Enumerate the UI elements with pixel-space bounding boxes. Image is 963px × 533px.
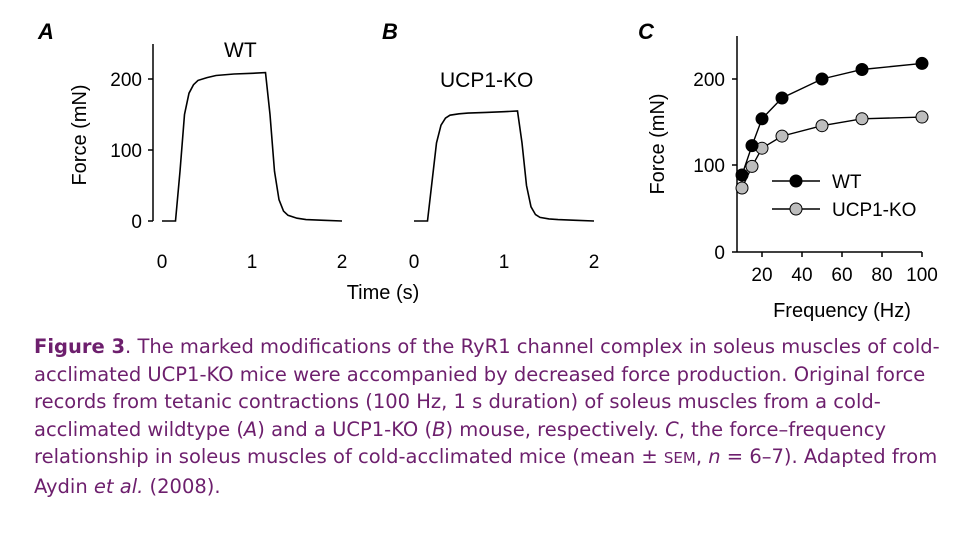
panel-letter-a: A bbox=[37, 19, 54, 44]
caption-label: Figure 3 bbox=[34, 335, 126, 358]
caption-sem: SEM bbox=[663, 449, 696, 467]
legend-wt-marker bbox=[789, 174, 803, 188]
series-wt-point bbox=[775, 91, 789, 105]
panel-a-ytick-0: 0 bbox=[131, 212, 142, 233]
panel-a-trace bbox=[162, 71, 343, 222]
panel-c-xlabel: Frequency (Hz) bbox=[773, 300, 911, 322]
panel-c-series bbox=[735, 56, 929, 195]
panel-c-legend: WT UCP1-KO bbox=[772, 172, 916, 221]
panel-b-label: UCP1-KO bbox=[440, 69, 533, 92]
series-wt-point bbox=[735, 168, 749, 182]
caption-text-1: . The marked modifications of the RyR1 c… bbox=[34, 335, 940, 441]
series-ko-point bbox=[735, 181, 749, 195]
series-ko-point bbox=[915, 110, 929, 124]
series-wt-point bbox=[755, 112, 769, 126]
panel-a-label: WT bbox=[224, 39, 257, 62]
panel-c-axes bbox=[732, 36, 923, 257]
figure-caption: Figure 3. The marked modifications of th… bbox=[34, 333, 949, 500]
panel-c-xtick-60: 60 bbox=[831, 265, 852, 286]
series-ko-point bbox=[745, 159, 759, 173]
caption-text-4: , the force–frequency relationship in so… bbox=[34, 417, 887, 469]
panel-c-xtick-100: 100 bbox=[906, 265, 938, 286]
time-axis-label: Time (s) bbox=[347, 282, 420, 304]
series-ko-point bbox=[775, 129, 789, 143]
panel-a-ytick-200: 200 bbox=[110, 70, 142, 91]
panel-c-ytick-200: 200 bbox=[693, 70, 725, 91]
series-wt-line bbox=[741, 62, 923, 176]
caption-n: n bbox=[708, 445, 721, 468]
series-ko-point bbox=[855, 112, 869, 126]
panel-letter-c: C bbox=[638, 19, 655, 44]
caption-text-2: ) and a UCP1-KO ( bbox=[257, 417, 433, 441]
caption-ref-b: B bbox=[432, 417, 446, 441]
series-wt-point bbox=[855, 62, 869, 76]
panel-a-xtick-0: 0 bbox=[157, 252, 168, 273]
panel-b-xtick-1: 1 bbox=[499, 252, 510, 273]
panel-c-ytick-0: 0 bbox=[714, 243, 725, 264]
legend-ko-marker bbox=[789, 202, 803, 216]
panel-c-xtick-40: 40 bbox=[791, 265, 812, 286]
panel-b-xtick-0: 0 bbox=[409, 252, 420, 273]
panel-b-trace bbox=[414, 110, 595, 222]
panel-c-xtick-80: 80 bbox=[871, 265, 892, 286]
caption-ref-a: A bbox=[243, 417, 258, 441]
panel-c-ytick-100: 100 bbox=[693, 156, 725, 177]
panel-a-y-axis bbox=[148, 44, 154, 222]
panel-letter-b: B bbox=[382, 19, 398, 44]
caption-text-3: ) mouse, respectively. bbox=[445, 417, 666, 441]
series-ko-point bbox=[815, 119, 829, 133]
panel-c-ylabel: Force (mN) bbox=[647, 93, 669, 194]
caption-etal: et al. bbox=[93, 474, 144, 498]
panel-a-ytick-100: 100 bbox=[110, 141, 142, 162]
caption-text-6: = 6–7). Adapted from Aydin bbox=[34, 445, 938, 498]
series-wt-point bbox=[915, 56, 929, 70]
series-wt-point bbox=[745, 139, 759, 153]
figure-3: A B C WT UCP1-KO 0 100 200 Force (mN) 0 … bbox=[37, 19, 938, 322]
legend-ko-label: UCP1-KO bbox=[832, 200, 916, 221]
panel-a-xtick-2: 2 bbox=[337, 252, 348, 273]
series-wt-point bbox=[815, 72, 829, 86]
caption-ref-c: C bbox=[665, 417, 679, 441]
legend-wt-label: WT bbox=[832, 172, 862, 193]
caption-text-7: (2008). bbox=[143, 474, 221, 498]
panel-a-ylabel: Force (mN) bbox=[69, 84, 91, 185]
panel-a-xtick-1: 1 bbox=[247, 252, 258, 273]
panel-c-xtick-20: 20 bbox=[751, 265, 772, 286]
caption-text-5: , bbox=[695, 445, 709, 468]
panel-b-xtick-2: 2 bbox=[589, 252, 600, 273]
